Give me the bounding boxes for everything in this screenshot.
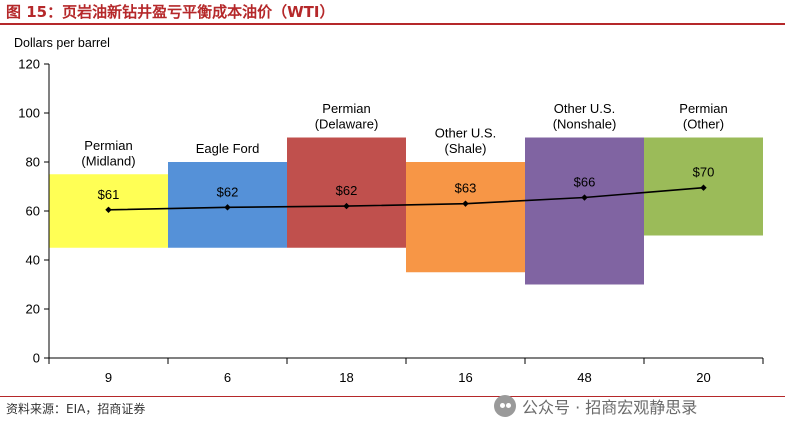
x-tick-label: 18 bbox=[339, 370, 353, 385]
region-label-6: Permian (Other) bbox=[679, 101, 727, 132]
region-label-3: Permian (Delaware) bbox=[315, 101, 379, 132]
range-bar-4 bbox=[406, 162, 525, 273]
range-bar-5 bbox=[525, 137, 644, 285]
range-bars bbox=[49, 137, 763, 285]
breakeven-point-6 bbox=[700, 184, 707, 191]
data-label-3: $62 bbox=[336, 183, 358, 198]
y-tick-label: 120 bbox=[18, 57, 40, 72]
x-tick-label: 16 bbox=[458, 370, 472, 385]
y-tick-label: 20 bbox=[26, 302, 40, 317]
watermark: 公众号 · 招商宏观静思录 bbox=[494, 394, 697, 418]
x-tick-label: 48 bbox=[577, 370, 591, 385]
region-label-4: Other U.S. (Shale) bbox=[435, 126, 496, 157]
breakeven-point-1 bbox=[105, 206, 112, 213]
breakeven-point-3 bbox=[343, 202, 350, 210]
data-label-4: $63 bbox=[455, 181, 477, 196]
x-tick-label: 9 bbox=[105, 370, 112, 385]
data-label-1: $61 bbox=[98, 187, 120, 202]
x-tick-label: 20 bbox=[696, 370, 710, 385]
chart-labels: Permian (Midland) Eagle Ford Permian (Delawa… bbox=[81, 101, 727, 202]
source-note: 资料来源：EIA，招商证券 bbox=[6, 402, 146, 416]
breakeven-chart: Dollars per barrel 0 20 40 60 80 100 120 9 6 18 16… bbox=[14, 36, 764, 385]
x-tick-label: 6 bbox=[224, 370, 231, 385]
region-label-1: Permian (Midland) bbox=[81, 138, 135, 169]
data-label-6: $70 bbox=[693, 165, 715, 180]
breakeven-point-2 bbox=[224, 204, 231, 211]
range-bar-3 bbox=[287, 137, 406, 248]
title-divider bbox=[0, 23, 785, 25]
axes: 0 20 40 60 80 100 120 9 6 18 16 48 20 bbox=[18, 57, 764, 385]
breakeven-series-line bbox=[108, 186, 704, 211]
y-tick-label: 40 bbox=[26, 253, 40, 268]
data-label-5: $66 bbox=[574, 175, 596, 190]
y-tick-label: 100 bbox=[18, 106, 40, 121]
region-label-5: Other U.S. (Nonshale) bbox=[553, 101, 617, 132]
figure-title: 图 15：页岩油新钻井盈亏平衡成本油价（WTI） bbox=[6, 3, 335, 21]
data-label-2: $62 bbox=[217, 184, 239, 199]
y-tick-label: 0 bbox=[33, 351, 40, 366]
region-label-2: Eagle Ford bbox=[196, 141, 260, 156]
breakeven-point-4 bbox=[462, 200, 469, 207]
y-tick-label: 60 bbox=[26, 204, 40, 219]
breakeven-point-5 bbox=[581, 194, 588, 201]
watermark-text: 公众号 · 招商宏观静思录 bbox=[522, 398, 698, 417]
wechat-logo-icon bbox=[494, 395, 516, 417]
footer-divider bbox=[0, 396, 785, 397]
breakeven-line bbox=[105, 184, 707, 213]
y-tick-label: 80 bbox=[26, 155, 40, 170]
y-axis-label: Dollars per barrel bbox=[14, 36, 110, 50]
